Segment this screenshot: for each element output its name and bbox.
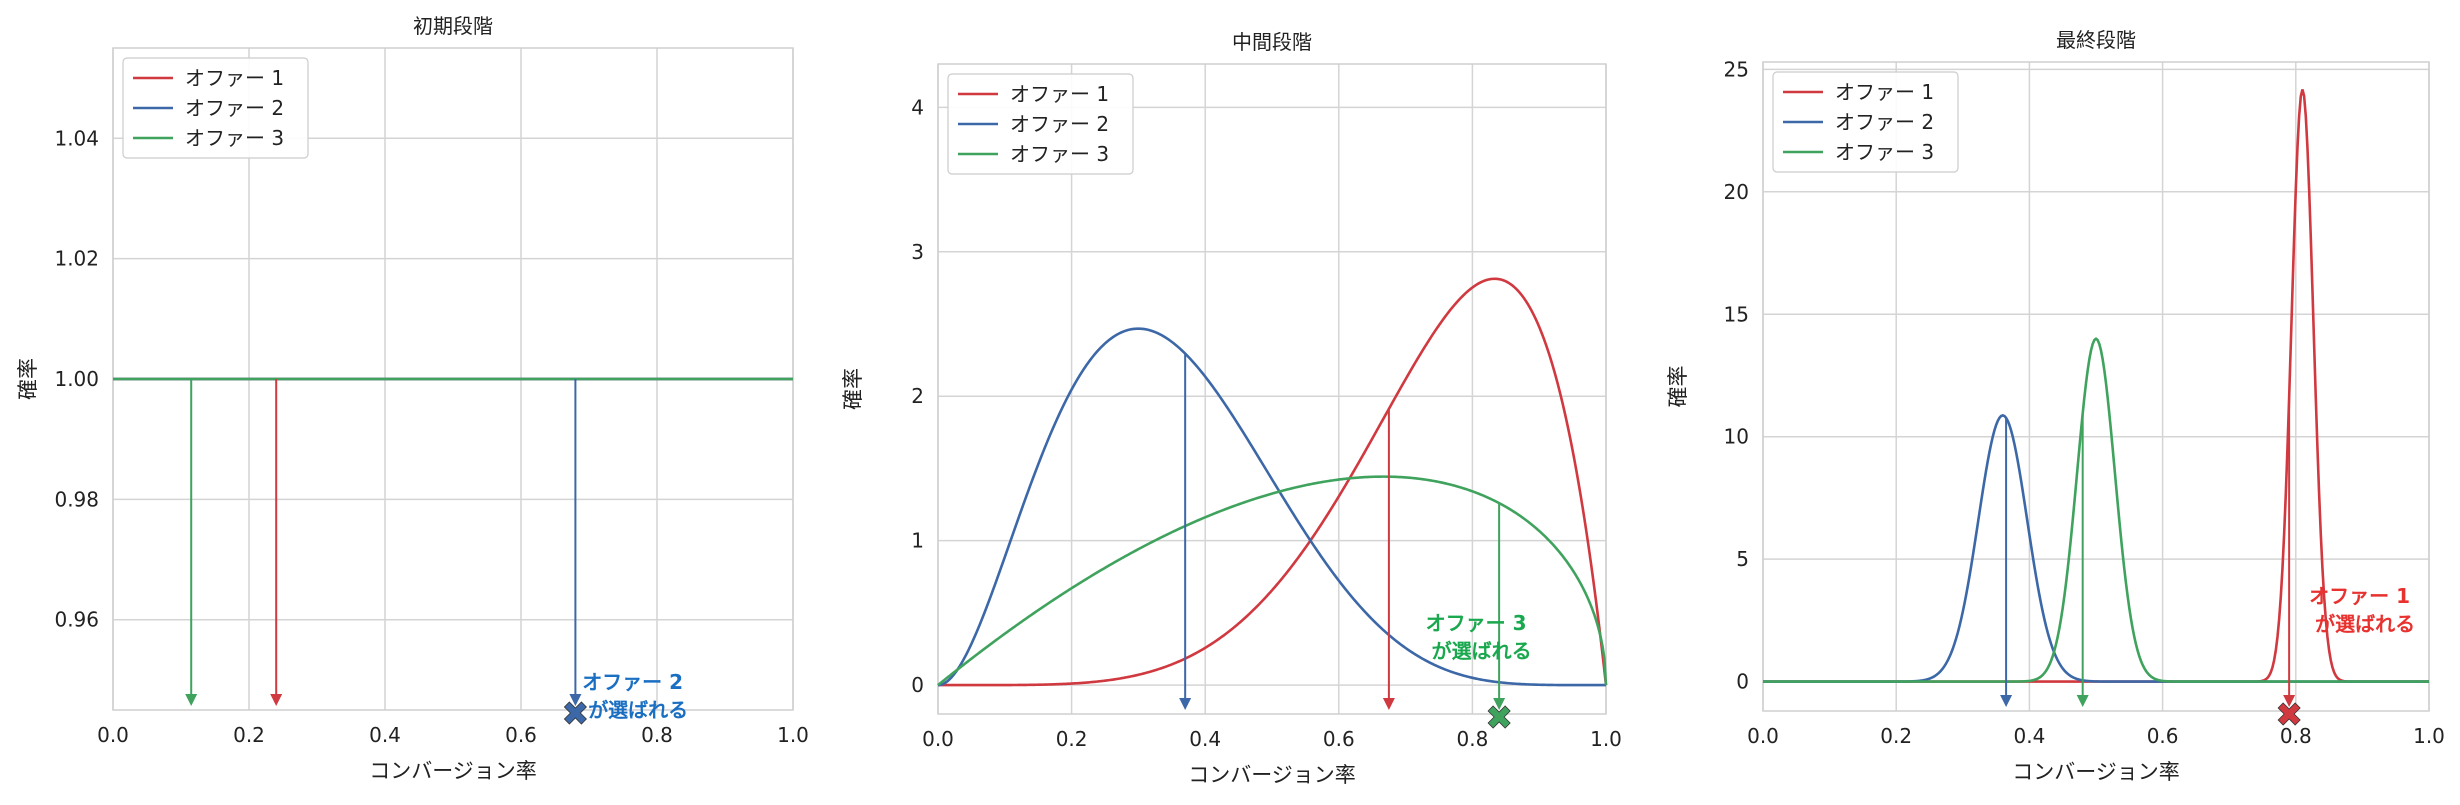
- x-tick-label: 0.8: [1456, 727, 1488, 751]
- y-tick-label: 0: [1736, 670, 1749, 694]
- sample-arrow-head-3: [1493, 698, 1506, 710]
- sample-arrow-head-3: [185, 694, 198, 706]
- x-tick-label: 0.2: [1056, 727, 1088, 751]
- sample-arrow-head-2: [1179, 698, 1192, 710]
- chart-panel-1: 0.0 0.2 0.4 0.6 0.8 1.0 0.96 0.98 1.00 1.02 1.04 初期…: [16, 14, 809, 783]
- y-tick-label: 0.96: [54, 608, 99, 632]
- x-axis-label: コンバージョン率: [1188, 763, 1356, 787]
- selected-annotation: が選ばれる: [1432, 639, 1532, 663]
- y-axis-label: 確率: [1666, 366, 1690, 408]
- legend-label: オファー 1: [1835, 80, 1934, 104]
- x-tick-label: 0.4: [1189, 727, 1221, 751]
- y-tick-label: 1.00: [54, 367, 99, 391]
- x-tick-label: 1.0: [2413, 724, 2445, 748]
- y-axis-label: 確率: [841, 368, 865, 410]
- x-tick-label: 0.6: [2147, 724, 2179, 748]
- sample-arrow-head-2: [569, 694, 582, 706]
- chart-title: 中間段階: [1232, 30, 1312, 54]
- y-tick-label: 5: [1736, 547, 1749, 571]
- selected-annotation: オファー 3: [1426, 611, 1527, 635]
- chart-title: 最終段階: [2056, 28, 2136, 52]
- selected-annotation: オファー 1: [2309, 584, 2410, 608]
- legend: オファー 1 オファー 2 オファー 3: [1772, 71, 1959, 173]
- y-tick-label: 1.04: [54, 126, 99, 150]
- x-tick-label: 1.0: [1590, 727, 1622, 751]
- series-line-1: [938, 277, 1608, 687]
- y-tick-label: 0.98: [54, 487, 99, 511]
- y-tick-label: 3: [911, 240, 924, 264]
- selected-annotation: が選ばれる: [588, 698, 688, 722]
- sample-arrow-head-2: [2000, 695, 2013, 707]
- plot-frame: [1762, 61, 2430, 712]
- chart-panel-2: 0.0 0.2 0.4 0.6 0.8 1.001234中間段階コンバージョン率確率オファ…: [841, 30, 1622, 787]
- x-tick-label: 0.0: [922, 727, 954, 751]
- legend-label: オファー 2: [1010, 112, 1109, 136]
- series-line-3: [1763, 337, 2429, 683]
- x-tick-label: 0.0: [1747, 724, 1779, 748]
- y-tick-label: 15: [1724, 302, 1749, 326]
- y-tick-label: 0: [911, 673, 924, 697]
- legend: オファー 1 オファー 2 オファー 3: [947, 73, 1134, 175]
- x-tick-label: 1.0: [777, 723, 809, 747]
- y-tick-label: 25: [1724, 57, 1749, 81]
- sample-arrow-head-1: [270, 694, 283, 706]
- y-tick-label: 10: [1724, 425, 1749, 449]
- y-tick-label: 2: [911, 384, 924, 408]
- legend-label: オファー 2: [1835, 110, 1934, 134]
- series-line-2: [937, 327, 1606, 687]
- selected-marker: [1487, 705, 1511, 729]
- legend-label: オファー 1: [185, 66, 284, 90]
- legend-label: オファー 3: [1835, 140, 1934, 164]
- series-line-3: [937, 475, 1608, 687]
- legend-box: [1772, 71, 1959, 173]
- selected-annotation: が選ばれる: [2315, 612, 2415, 636]
- x-tick-label: 0.4: [2013, 724, 2045, 748]
- legend-label: オファー 1: [1010, 82, 1109, 106]
- legend-label: オファー 3: [1010, 142, 1109, 166]
- plot-frame: [937, 63, 1607, 715]
- sample-arrow-head-3: [2076, 695, 2089, 707]
- x-tick-label: 0.4: [369, 723, 401, 747]
- selected-marker: [2277, 702, 2301, 726]
- legend-box: [122, 57, 309, 159]
- y-tick-label: 20: [1724, 180, 1749, 204]
- x-tick-label: 0.6: [505, 723, 537, 747]
- legend: オファー 1 オファー 2 オファー 3: [122, 57, 309, 159]
- x-tick-label: 0.0: [97, 723, 129, 747]
- x-tick-label: 0.6: [1323, 727, 1355, 751]
- selected-annotation: オファー 2: [582, 670, 683, 694]
- y-tick-label: 1.02: [54, 247, 99, 271]
- chart-title: 初期段階: [413, 14, 493, 38]
- y-axis-label: 確率: [16, 358, 40, 400]
- x-tick-label: 0.8: [2280, 724, 2312, 748]
- legend-box: [947, 73, 1134, 175]
- sample-arrow-head-1: [2283, 695, 2296, 707]
- x-tick-label: 0.2: [233, 723, 265, 747]
- legend-label: オファー 2: [185, 96, 284, 120]
- selected-marker: [563, 701, 587, 725]
- x-tick-label: 0.8: [641, 723, 673, 747]
- legend-label: オファー 3: [185, 126, 284, 150]
- chart-panel-3: 0.0 0.2 0.4 0.6 0.8 1.0 0 5 10 15 20 25 最終段階コンバージョン率…: [1666, 28, 2445, 784]
- sample-arrow-head-1: [1382, 698, 1395, 710]
- x-tick-label: 0.2: [1880, 724, 1912, 748]
- y-tick-label: 4: [911, 95, 924, 119]
- y-tick-label: 1: [911, 529, 924, 553]
- x-axis-label: コンバージョン率: [369, 759, 537, 783]
- x-axis-label: コンバージョン率: [2012, 760, 2180, 784]
